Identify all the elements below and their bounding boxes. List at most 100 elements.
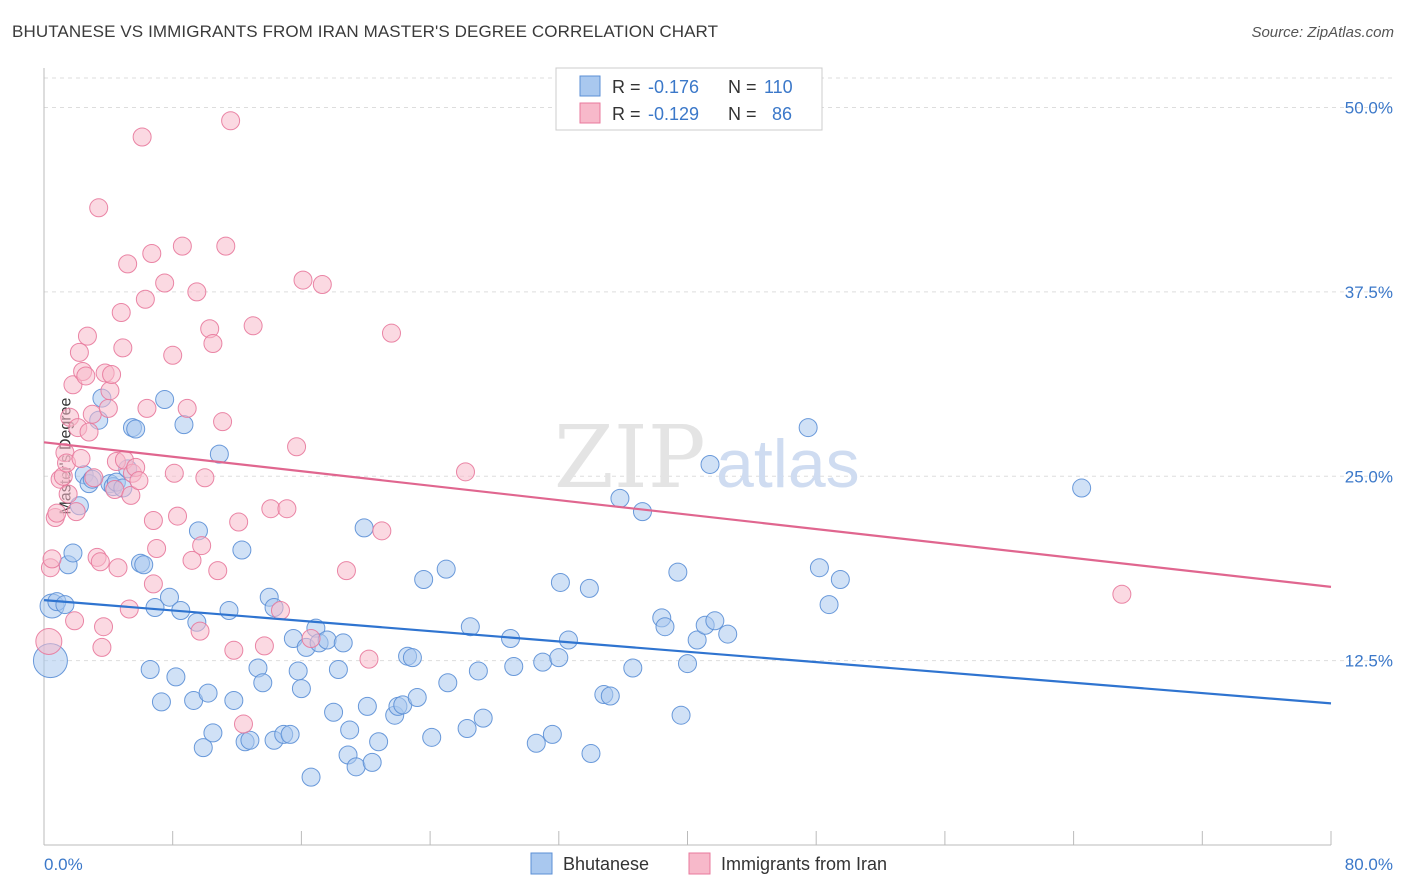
- data-point: [253, 673, 273, 693]
- data-point: [705, 611, 725, 631]
- data-point: [581, 744, 601, 764]
- data-point: [798, 418, 818, 438]
- data-point: [632, 502, 652, 522]
- data-point: [159, 587, 179, 607]
- data-point: [89, 198, 109, 218]
- data-point: [192, 536, 212, 556]
- data-point: [233, 714, 253, 734]
- data-point: [372, 521, 392, 541]
- data-point: [369, 732, 389, 752]
- data-point: [208, 561, 228, 581]
- tick-labels: 12.5% 25.0% 37.5% 50.0% 0.0% 80.0%: [44, 99, 1393, 875]
- x-tick-label-max: 80.0%: [1345, 855, 1393, 874]
- stats-swatch-pink: [579, 102, 601, 124]
- data-point: [655, 617, 675, 637]
- data-point: [172, 236, 192, 256]
- data-point: [143, 511, 163, 530]
- data-point: [460, 617, 480, 637]
- data-point: [195, 468, 215, 488]
- stats-n-label-1: N =: [728, 77, 757, 97]
- chart-title: BHUTANESE VS IMMIGRANTS FROM IRAN MASTER…: [12, 22, 719, 41]
- data-point: [219, 600, 239, 620]
- data-point: [105, 480, 125, 500]
- watermark-atlas: atlas: [716, 426, 860, 502]
- data-point: [317, 630, 337, 650]
- data-point: [436, 559, 456, 579]
- data-point: [291, 679, 311, 699]
- data-point: [533, 652, 553, 672]
- data-point: [333, 633, 353, 653]
- stats-r-label-2: R =: [612, 104, 641, 124]
- data-point: [92, 637, 112, 657]
- data-point: [362, 752, 382, 772]
- data-point: [422, 727, 442, 747]
- data-point: [100, 381, 120, 401]
- data-point: [58, 484, 78, 504]
- stats-n-value-1: 110: [764, 77, 793, 97]
- data-point: [63, 543, 83, 563]
- data-point: [280, 724, 300, 744]
- data-point: [119, 599, 139, 619]
- data-point: [457, 718, 477, 738]
- data-point: [147, 539, 167, 559]
- data-point: [381, 323, 401, 343]
- data-point: [174, 415, 194, 435]
- data-point: [187, 282, 207, 302]
- data-point: [359, 649, 379, 669]
- data-point: [402, 648, 422, 668]
- data-point: [240, 730, 260, 750]
- watermark-zip: ZIP: [554, 408, 706, 508]
- data-point: [301, 767, 321, 787]
- data-point: [55, 595, 75, 615]
- y-tick-label: 12.5%: [1345, 652, 1393, 671]
- data-point: [354, 518, 374, 538]
- data-point: [102, 364, 122, 384]
- data-point: [600, 686, 620, 706]
- data-point: [312, 275, 332, 294]
- data-point: [357, 696, 377, 716]
- data-point: [121, 485, 141, 505]
- legend-swatch-bhutanese: [530, 852, 553, 875]
- series-legend: Bhutanese Immigrants from Iran: [530, 852, 887, 875]
- trend-line: [43, 441, 1332, 588]
- data-point: [549, 648, 569, 668]
- data-point: [455, 462, 475, 482]
- stats-legend: R = -0.176 N = 110 R = -0.129 N = 86: [555, 67, 823, 131]
- legend-swatch-iran: [688, 852, 711, 875]
- data-point: [288, 661, 308, 681]
- data-point: [293, 270, 313, 290]
- stats-r-value-1: -0.176: [648, 77, 699, 97]
- data-point: [129, 471, 149, 491]
- data-point: [526, 733, 546, 753]
- data-point: [224, 690, 244, 710]
- data-point: [76, 366, 96, 386]
- stats-swatch-blue: [579, 75, 601, 97]
- data-point: [438, 673, 458, 693]
- data-point: [113, 338, 133, 358]
- data-point: [163, 345, 183, 365]
- data-point: [71, 449, 91, 469]
- data-point: [301, 629, 321, 648]
- data-point: [140, 659, 160, 679]
- data-point: [819, 595, 839, 615]
- data-point: [132, 127, 152, 147]
- data-point: [468, 661, 488, 681]
- data-point: [336, 561, 356, 581]
- data-point: [151, 692, 171, 712]
- data-point: [407, 688, 427, 707]
- data-point: [118, 254, 138, 274]
- data-point: [35, 627, 63, 655]
- data-point: [182, 550, 202, 570]
- data-point: [346, 757, 366, 777]
- data-point: [190, 621, 210, 641]
- data-point: [270, 600, 290, 620]
- data-point: [623, 658, 643, 678]
- data-point: [108, 558, 128, 578]
- data-point: [718, 624, 738, 644]
- data-point: [98, 398, 118, 418]
- data-point: [830, 570, 850, 589]
- data-point: [143, 574, 163, 594]
- data-point: [542, 724, 562, 744]
- data-point: [221, 111, 241, 131]
- data-point: [69, 342, 89, 362]
